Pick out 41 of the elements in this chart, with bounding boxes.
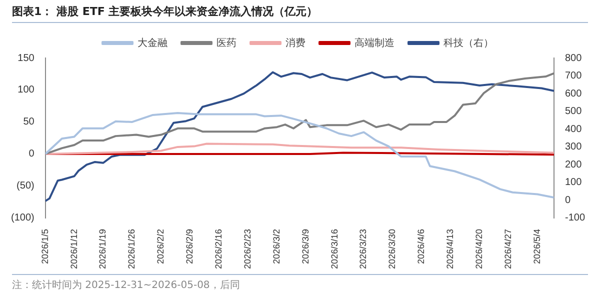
y2-tick-label: 500 [564,106,582,118]
x-tick-label: 2026/1/26 [126,228,137,270]
y-tick-label: 0 [28,148,35,160]
y2-tick-label: 800 [564,52,582,64]
legend-label: 大金融 [138,36,168,49]
y-tick-label: 100 [18,84,35,96]
legend-label: 医药 [216,36,236,49]
x-tick-label: 2026/4/13 [445,228,456,270]
y-tick-label: 150 [18,52,35,64]
x-tick-label: 2026/3/30 [387,228,398,270]
y2-tick-label: 400 [564,124,582,135]
y2-tick-label: 200 [564,159,582,170]
x-tick-label: 2026/2/23 [242,228,252,270]
x-tick-label: 2026/3/2 [271,228,282,264]
legend-label: 科技（右） [444,36,494,49]
y-tick-label: (100) [10,212,34,224]
y2-tick-label: 600 [564,88,582,100]
x-tick-label: 2026/4/27 [502,228,513,270]
text: 注：统计时间为 2025-12-31~2026-05-08，后同 [12,274,588,292]
legend-label: 消费 [286,36,306,49]
x-tick-label: 2026/3/9 [300,228,310,264]
y2-tick-label: 700 [564,70,582,82]
x-tick-label: 2026/5/4 [532,228,542,264]
y-tick-label: 50 [23,116,35,128]
x-tick-label: 2026/4/6 [416,228,426,264]
y2-tick-label: -100 [564,212,586,224]
y-tick-label: (50) [16,180,34,192]
x-tick-label: 2026/1/19 [98,228,108,270]
y2-tick-label: 100 [564,177,582,188]
x-tick-label: 2026/1/12 [68,228,79,270]
x-tick-label: 2026/2/9 [184,228,195,264]
x-tick-label: 2026/4/20 [474,228,484,270]
y2-tick-label: 300 [564,142,582,153]
x-tick-label: 2026/2/2 [156,228,166,264]
y2-tick-label: 0 [564,194,571,206]
x-tick-label: 2026/3/23 [358,228,368,270]
x-tick-label: 2026/3/16 [329,228,340,270]
legend-label: 高端制造 [354,36,394,49]
x-tick-label: 2026/1/5 [40,228,50,264]
chart-title: 图表1： 港股 ETF 主要板块今年以来资金净流入情况（亿元） [12,4,588,23]
x-tick-label: 2026/2/16 [214,228,224,270]
